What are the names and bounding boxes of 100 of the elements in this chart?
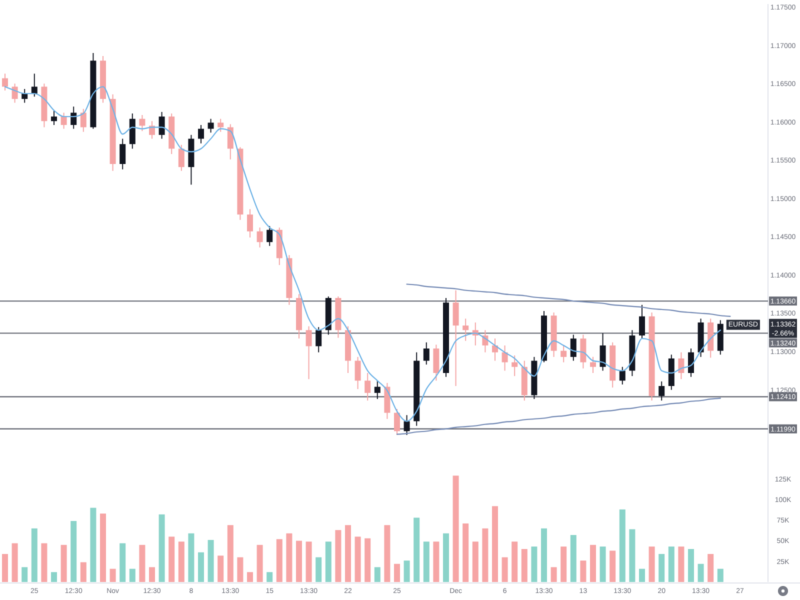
bar — [31, 528, 38, 582]
candlestick — [678, 352, 684, 380]
bar — [512, 542, 518, 582]
line-series — [396, 398, 721, 435]
bar — [276, 539, 282, 582]
bar — [590, 544, 596, 582]
bar — [600, 546, 606, 582]
bar — [452, 476, 459, 582]
bar — [354, 536, 361, 582]
bar — [698, 564, 704, 582]
bar — [610, 550, 616, 582]
bar — [12, 543, 18, 582]
candlestick — [492, 338, 498, 362]
candlestick — [374, 380, 380, 400]
bar — [658, 554, 665, 582]
candlestick — [266, 226, 273, 246]
bar — [325, 542, 332, 582]
bar — [550, 567, 557, 582]
bar — [198, 552, 204, 582]
bar — [149, 567, 155, 582]
bar — [237, 557, 244, 582]
bar — [394, 564, 400, 582]
line-series — [406, 284, 731, 317]
candlestick — [590, 356, 596, 374]
bar — [227, 525, 234, 582]
candlestick — [139, 114, 146, 132]
bar — [139, 544, 146, 582]
bar — [472, 542, 478, 582]
bar — [688, 549, 694, 582]
bar — [168, 536, 175, 582]
candlestick — [51, 110, 57, 126]
candlestick — [580, 334, 586, 369]
bar — [41, 543, 48, 582]
candlestick — [316, 326, 322, 353]
bar — [266, 572, 273, 582]
candlestick — [364, 372, 371, 402]
candlestick — [208, 118, 214, 134]
bar — [364, 538, 371, 582]
bar — [580, 560, 586, 582]
candlestick — [423, 342, 430, 366]
bar — [374, 567, 380, 582]
candlestick — [570, 334, 576, 362]
candlestick — [600, 332, 606, 372]
candlestick — [462, 318, 469, 342]
bar — [335, 530, 342, 582]
bar — [256, 544, 263, 582]
candlestick — [688, 348, 694, 378]
bar — [639, 568, 645, 582]
candlestick — [560, 344, 567, 363]
candlestick — [512, 354, 518, 377]
bar — [629, 529, 636, 582]
candlestick — [2, 73, 8, 92]
candlestick — [12, 83, 18, 104]
bar — [70, 520, 77, 582]
bar — [129, 568, 136, 582]
candlestick — [218, 118, 224, 132]
bar — [482, 528, 488, 582]
candlestick — [70, 106, 77, 130]
candlestick — [639, 304, 645, 340]
candlestick — [404, 414, 410, 436]
candlestick — [178, 144, 184, 172]
bar — [570, 535, 576, 582]
bar — [306, 542, 312, 582]
candlestick — [306, 326, 312, 380]
bar — [462, 523, 469, 582]
candlestick — [394, 408, 400, 436]
bar — [120, 543, 126, 582]
bar — [541, 528, 547, 582]
candlestick — [22, 88, 28, 104]
bar — [247, 572, 253, 582]
bar — [531, 546, 538, 582]
bar — [158, 514, 165, 582]
bar — [492, 506, 498, 582]
bar — [110, 568, 116, 582]
bar — [678, 546, 684, 582]
candlestick — [31, 73, 38, 98]
candlestick — [502, 344, 508, 372]
bar — [708, 554, 714, 582]
bar — [433, 542, 440, 582]
bar — [384, 525, 390, 582]
bar — [717, 568, 724, 582]
bar — [90, 508, 96, 582]
bar — [521, 549, 528, 582]
bar — [423, 542, 430, 582]
bar — [286, 533, 292, 582]
candlestick — [158, 111, 165, 140]
candlestick — [354, 356, 361, 390]
candlestick — [60, 112, 67, 130]
bar — [51, 572, 57, 582]
bar — [316, 557, 322, 582]
candlestick — [619, 366, 626, 385]
candlestick — [247, 208, 253, 238]
bar — [60, 544, 67, 582]
bar — [404, 560, 410, 582]
bar — [560, 546, 567, 582]
bar — [443, 533, 449, 582]
candlestick — [198, 124, 204, 144]
bar — [668, 546, 674, 582]
bar — [80, 562, 86, 582]
bar — [502, 557, 508, 582]
